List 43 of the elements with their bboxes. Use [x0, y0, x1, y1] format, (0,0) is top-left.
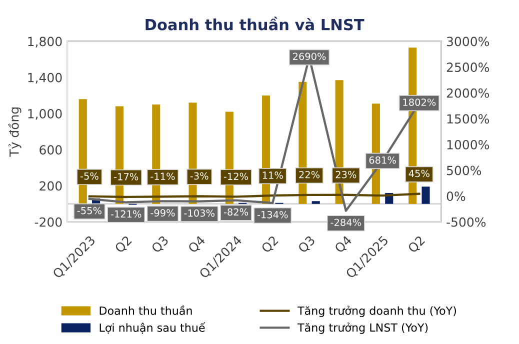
legend-label: Tăng trưởng doanh thu (YoY)	[297, 306, 456, 318]
y2-tick-label: 1500%	[447, 114, 490, 124]
y2-tick-label: 0%	[446, 192, 466, 202]
x-tick-label: Q2	[114, 235, 134, 254]
y2-tick-label: 500%	[446, 166, 482, 176]
x-tick-label: Q2	[260, 235, 280, 254]
y-tick-label: 600	[40, 145, 62, 155]
bar	[422, 186, 430, 204]
y-tick-label: 1,800	[28, 36, 62, 48]
legend-label: Lợi nhuận sau thuế	[100, 322, 206, 334]
x-tick-label: Q3	[150, 235, 170, 254]
data-label: -11%	[150, 172, 175, 180]
y2-tick-label: 1000%	[447, 140, 490, 150]
data-label: -82%	[224, 208, 248, 216]
data-label: -17%	[114, 172, 138, 180]
data-label: -55%	[77, 206, 102, 214]
data-label: 22%	[299, 170, 320, 178]
data-label: -3%	[190, 172, 208, 180]
data-label: 45%	[408, 170, 430, 178]
data-label: -121%	[110, 210, 142, 218]
y-tick-label: 200	[40, 181, 62, 191]
x-tick-label: Q2	[407, 235, 426, 254]
y2-tick-label: 2000%	[446, 88, 490, 98]
y-tick-label: 1,000	[28, 108, 62, 120]
legend-label: Doanh thu thuần	[100, 305, 192, 315]
data-label: 23%	[336, 170, 356, 178]
data-label: -103%	[184, 209, 214, 217]
chart-title: Doanh thu thuần và LNST	[146, 16, 364, 30]
data-label: -5%	[80, 172, 98, 180]
data-label: -99%	[150, 209, 175, 217]
data-label: -12%	[224, 172, 248, 180]
legend-label: Tăng trưởng LNST (YoY)	[297, 322, 428, 334]
y-axis-title: Tỷ đồng	[8, 107, 22, 157]
bar	[312, 201, 320, 204]
y2-tick-label: 2500%	[446, 62, 490, 72]
data-label: -134%	[257, 210, 288, 218]
data-label: -284%	[330, 218, 362, 226]
y-tick-label: -200	[34, 217, 62, 227]
y2-tick-label: 3000%	[446, 36, 490, 46]
x-tick-label: Q3	[297, 235, 316, 254]
data-label: 11%	[262, 172, 283, 179]
y2-tick-label: -500%	[446, 217, 486, 227]
y-tick-label: 1,400	[28, 72, 62, 84]
